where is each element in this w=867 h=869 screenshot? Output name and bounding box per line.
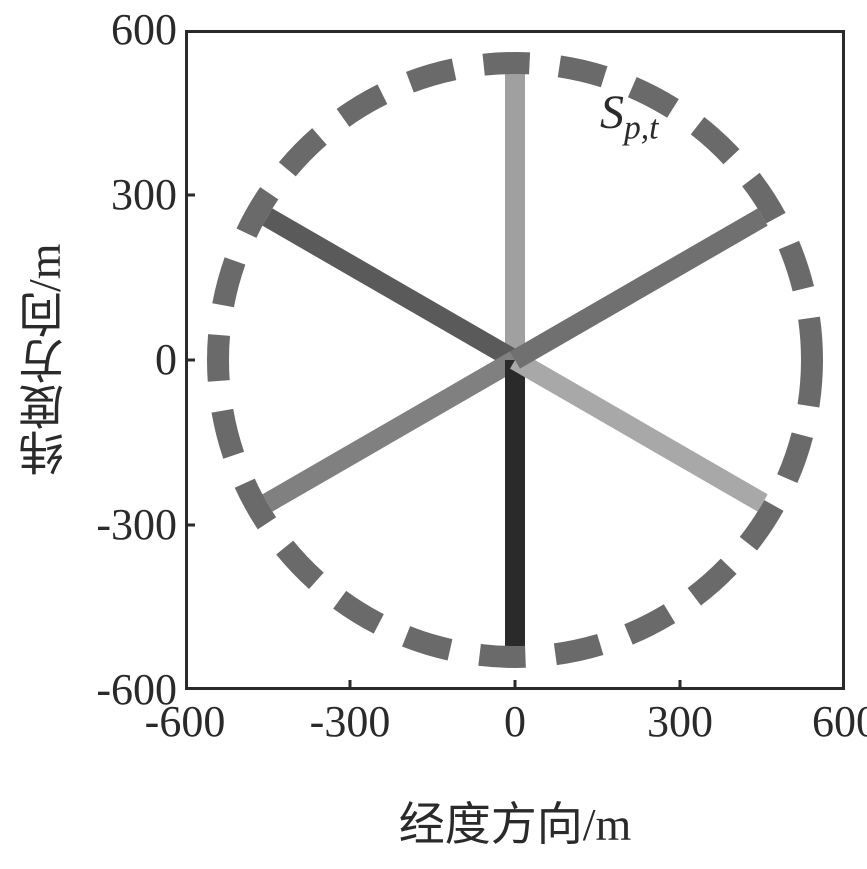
y-tick-label: 600 [111, 4, 177, 55]
chart-container: 纬度方向/m 经度方向/m Sp,t -600-3000300600 -600-… [0, 0, 867, 869]
y-tick-label: -300 [96, 499, 177, 550]
x-tick-label: 600 [785, 696, 867, 747]
y-tick-label: 300 [111, 169, 177, 220]
y-tick-label: 0 [155, 334, 177, 385]
x-tick-label: -600 [125, 696, 245, 747]
y-axis-label: 纬度方向/m [12, 140, 78, 580]
x-tick-label: 0 [455, 696, 575, 747]
annotation-sub: p,t [624, 110, 659, 147]
x-tick-label: -300 [290, 696, 410, 747]
plot-svg [185, 30, 845, 690]
annotation-spt: Sp,t [600, 85, 659, 148]
annotation-main: S [600, 86, 624, 139]
x-axis-label: 经度方向/m [185, 788, 845, 854]
x-tick-label: 300 [620, 696, 740, 747]
